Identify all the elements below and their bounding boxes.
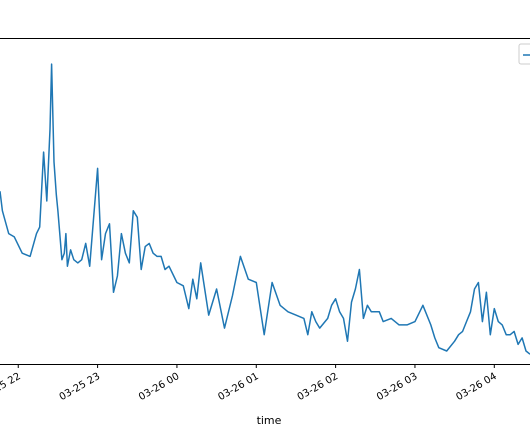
plot-area (0, 63, 530, 355)
x-axis-ticks: 03-25 22 03-25 23 03-26 00 03-26 01 03-26 02… (0, 364, 499, 403)
x-tick-label: 03-25 22 (0, 371, 23, 403)
series-line (0, 63, 530, 355)
legend-box (518, 43, 530, 65)
x-tick-label: 03-25 23 (58, 371, 102, 403)
x-tick-label: 03-26 04 (454, 371, 498, 403)
x-tick-label: 03-26 01 (216, 371, 260, 403)
x-tick-label: 03-26 00 (137, 371, 181, 403)
x-tick-label: 03-26 02 (296, 371, 340, 403)
legend (518, 43, 530, 65)
x-axis-label: time (257, 414, 282, 427)
x-tick-label: 03-26 03 (375, 371, 419, 403)
